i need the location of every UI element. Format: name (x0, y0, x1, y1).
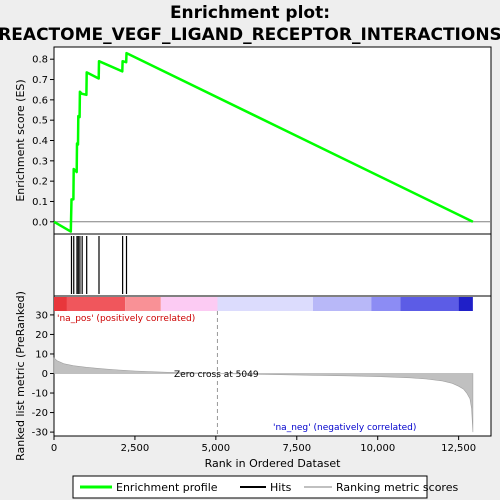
ranking-metric-group (53, 311, 474, 436)
x-tick-label: 0 (51, 443, 57, 454)
ranked-y-tick-label: 0 (42, 369, 48, 380)
heat-bar-segment (312, 297, 372, 311)
x-tick-label: 7,500 (282, 443, 311, 454)
x-axis: 0 2,500 5,000 7,500 10,000 12,500 (51, 436, 476, 454)
es-y-tick-label: 0.6 (32, 95, 48, 106)
ranked-y-axis-label: Ranked list metric (PreRanked) (14, 291, 27, 461)
heat-bar (54, 297, 473, 311)
x-tick-label: 5,000 (202, 443, 231, 454)
ranked-y-tick-label: 20 (35, 330, 48, 341)
es-y-tick-label: 0.3 (32, 156, 48, 167)
es-y-tick-label: 0.7 (32, 75, 48, 86)
heat-bar-segment (66, 297, 126, 311)
x-tick-label: 10,000 (360, 443, 395, 454)
chart-title-line1: Enrichment plot: (170, 3, 330, 23)
heat-bar-segment (400, 297, 459, 311)
chart-title-line2: REACTOME_VEGF_LIGAND_RECEPTOR_INTERACTIO… (0, 25, 500, 45)
ranking-metric-area (53, 357, 474, 433)
neg-correlated-label: 'na_neg' (negatively correlated) (273, 423, 416, 433)
hits-group (70, 236, 128, 294)
heat-bar-segment (371, 297, 401, 311)
pos-correlated-label: 'na_pos' (positively correlated) (57, 314, 195, 324)
es-panel (53, 46, 492, 235)
ranked-y-tick-label: 10 (35, 349, 48, 360)
legend-hits-label: Hits (270, 481, 292, 494)
es-y-tick-label: 0.5 (32, 116, 48, 127)
ranked-y-tick-label: 30 (35, 310, 48, 321)
ranked-panel (53, 295, 492, 437)
es-curve-group (53, 51, 474, 233)
ranked-y-tick-label: -30 (32, 428, 48, 439)
heat-bar-segment (54, 297, 67, 311)
x-axis-label: Rank in Ordered Dataset (205, 457, 342, 470)
es-y-axis: 0.0 0.1 0.2 0.3 0.4 0.5 0.6 0.7 0.8 (32, 55, 54, 228)
ranked-y-axis: 30 20 10 0 -10 -20 -30 (32, 310, 54, 439)
heat-bar-segment (160, 297, 218, 311)
heat-bar-segment (458, 297, 473, 311)
legend-enrichment-label: Enrichment profile (116, 481, 218, 494)
legend-ranking-label: Ranking metric scores (336, 481, 458, 494)
es-y-tick-label: 0.1 (32, 197, 48, 208)
es-y-tick-label: 0.4 (32, 136, 48, 147)
es-y-tick-label: 0.2 (32, 177, 48, 188)
enrichment-profile-line (53, 51, 474, 233)
ranked-y-tick-label: -20 (32, 408, 48, 419)
x-tick-label: 2,500 (121, 443, 150, 454)
heat-bar-segment (125, 297, 161, 311)
es-y-tick-label: 0.8 (32, 55, 48, 66)
es-y-tick-label: 0.0 (32, 217, 48, 228)
hits-panel (53, 233, 492, 297)
zero-cross-label: Zero cross at 5049 (174, 370, 259, 380)
heat-bar-segment (217, 297, 313, 311)
x-tick-label: 12,500 (441, 443, 476, 454)
es-y-axis-label: Enrichment score (ES) (14, 79, 27, 201)
ranked-y-tick-label: -10 (32, 389, 48, 400)
